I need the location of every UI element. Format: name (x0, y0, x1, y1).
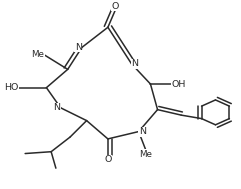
Text: O: O (104, 155, 112, 164)
Text: Me: Me (139, 150, 152, 159)
Text: Me: Me (31, 50, 44, 59)
Text: N: N (132, 59, 139, 68)
Text: N: N (54, 103, 60, 112)
Text: O: O (111, 2, 119, 11)
Text: N: N (75, 43, 82, 52)
Text: OH: OH (172, 80, 186, 88)
Text: HO: HO (4, 83, 18, 92)
Text: N: N (139, 127, 146, 136)
